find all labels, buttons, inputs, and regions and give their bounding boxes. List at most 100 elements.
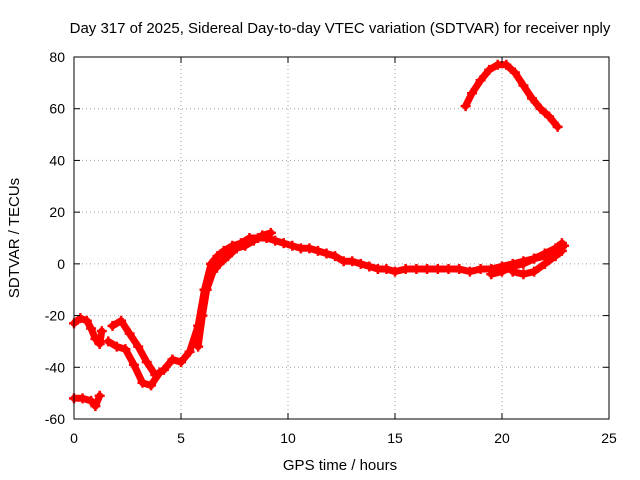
data-point: [556, 245, 567, 256]
data-point: [116, 315, 127, 326]
data-point: [529, 253, 540, 264]
data-point: [257, 230, 268, 241]
data-point: [507, 266, 518, 277]
data-point: [475, 75, 486, 86]
data-point: [539, 258, 550, 269]
y-tick-label: 0: [57, 256, 65, 272]
data-point: [205, 258, 216, 269]
series-layer: [69, 59, 570, 412]
data-point: [90, 401, 101, 412]
y-tick-label: -60: [45, 411, 65, 427]
data-point: [486, 269, 497, 280]
data-point: [90, 333, 101, 344]
data-point: [390, 266, 400, 277]
data-point: [167, 354, 178, 365]
data-point: [197, 310, 208, 321]
data-point: [312, 245, 323, 256]
data-point: [475, 264, 486, 275]
data-point: [464, 266, 475, 277]
data-point: [86, 323, 97, 334]
data-point: [231, 243, 242, 254]
data-point: [128, 359, 139, 370]
data-point: [454, 264, 465, 275]
chart-title: Day 317 of 2025, Sidereal Day-to-day VTE…: [70, 20, 611, 37]
data-point: [218, 245, 229, 256]
data-point: [94, 339, 105, 350]
data-point: [550, 251, 561, 262]
data-point: [208, 266, 219, 277]
data-point: [201, 284, 212, 295]
data-point: [518, 269, 529, 280]
x-tick-label: 10: [280, 430, 296, 446]
data-point: [81, 315, 92, 326]
data-point: [141, 357, 152, 368]
series-arc-segment: [462, 61, 562, 131]
data-point: [347, 256, 358, 267]
data-point: [214, 258, 225, 269]
x-tick-label: 25: [601, 430, 617, 446]
data-point: [304, 243, 315, 254]
y-tick-label: 60: [49, 101, 65, 117]
data-point: [94, 390, 105, 401]
data-point: [96, 326, 107, 337]
series-morning-trace: [109, 234, 568, 379]
x-axis-label: GPS time / hours: [283, 457, 397, 474]
data-point: [154, 367, 165, 378]
x-tick-label: 20: [494, 430, 510, 446]
plot-frame: [73, 56, 610, 420]
data-point: [270, 235, 281, 246]
data-point: [176, 357, 186, 368]
data-point: [248, 235, 259, 246]
y-tick-label: 80: [49, 49, 65, 65]
data-point: [484, 64, 495, 75]
x-tick-label: 0: [70, 430, 78, 446]
data-point: [518, 258, 529, 269]
data-point: [497, 266, 507, 277]
ticks-layer: [73, 56, 610, 420]
data-point: [372, 264, 383, 275]
data-point: [364, 261, 375, 272]
data-point: [411, 264, 422, 275]
data-point: [544, 111, 555, 122]
data-point: [107, 320, 118, 331]
data-point: [86, 395, 97, 406]
data-point: [535, 103, 546, 114]
y-tick-label: -40: [45, 359, 65, 375]
data-point: [432, 264, 443, 275]
data-point: [184, 346, 195, 357]
data-point: [321, 248, 332, 259]
y-tick-label: 20: [49, 204, 65, 220]
data-point: [133, 341, 144, 352]
x-tick-label: 15: [387, 430, 403, 446]
data-point: [338, 256, 349, 267]
data-point: [539, 248, 550, 259]
data-point: [223, 251, 234, 262]
data-point: [422, 264, 433, 275]
data-point: [212, 251, 223, 262]
y-tick-labels: -60 -40 -20 0 20 40 60 80: [45, 49, 65, 427]
data-point: [443, 264, 454, 275]
data-point: [529, 266, 540, 277]
data-point: [330, 251, 341, 262]
data-point: [265, 227, 276, 238]
data-point: [278, 238, 289, 249]
data-point: [355, 258, 366, 269]
x-tick-labels: 0 5 10 15 20 25: [70, 430, 617, 446]
data-point: [501, 59, 512, 70]
y-tick-label: 40: [49, 152, 65, 168]
data-point: [526, 93, 537, 104]
y-axis-label: SDTVAR / TECUs: [6, 178, 23, 298]
y-tick-label: -20: [45, 308, 65, 324]
data-point: [111, 341, 122, 352]
data-point: [193, 341, 204, 352]
data-point: [492, 59, 503, 70]
data-point: [400, 264, 411, 275]
data-point: [287, 240, 298, 251]
grid-layer: [74, 57, 609, 419]
x-tick-label: 5: [177, 430, 185, 446]
data-point: [552, 121, 563, 132]
data-point: [509, 67, 520, 78]
data-point: [381, 264, 392, 275]
data-point: [137, 377, 148, 388]
